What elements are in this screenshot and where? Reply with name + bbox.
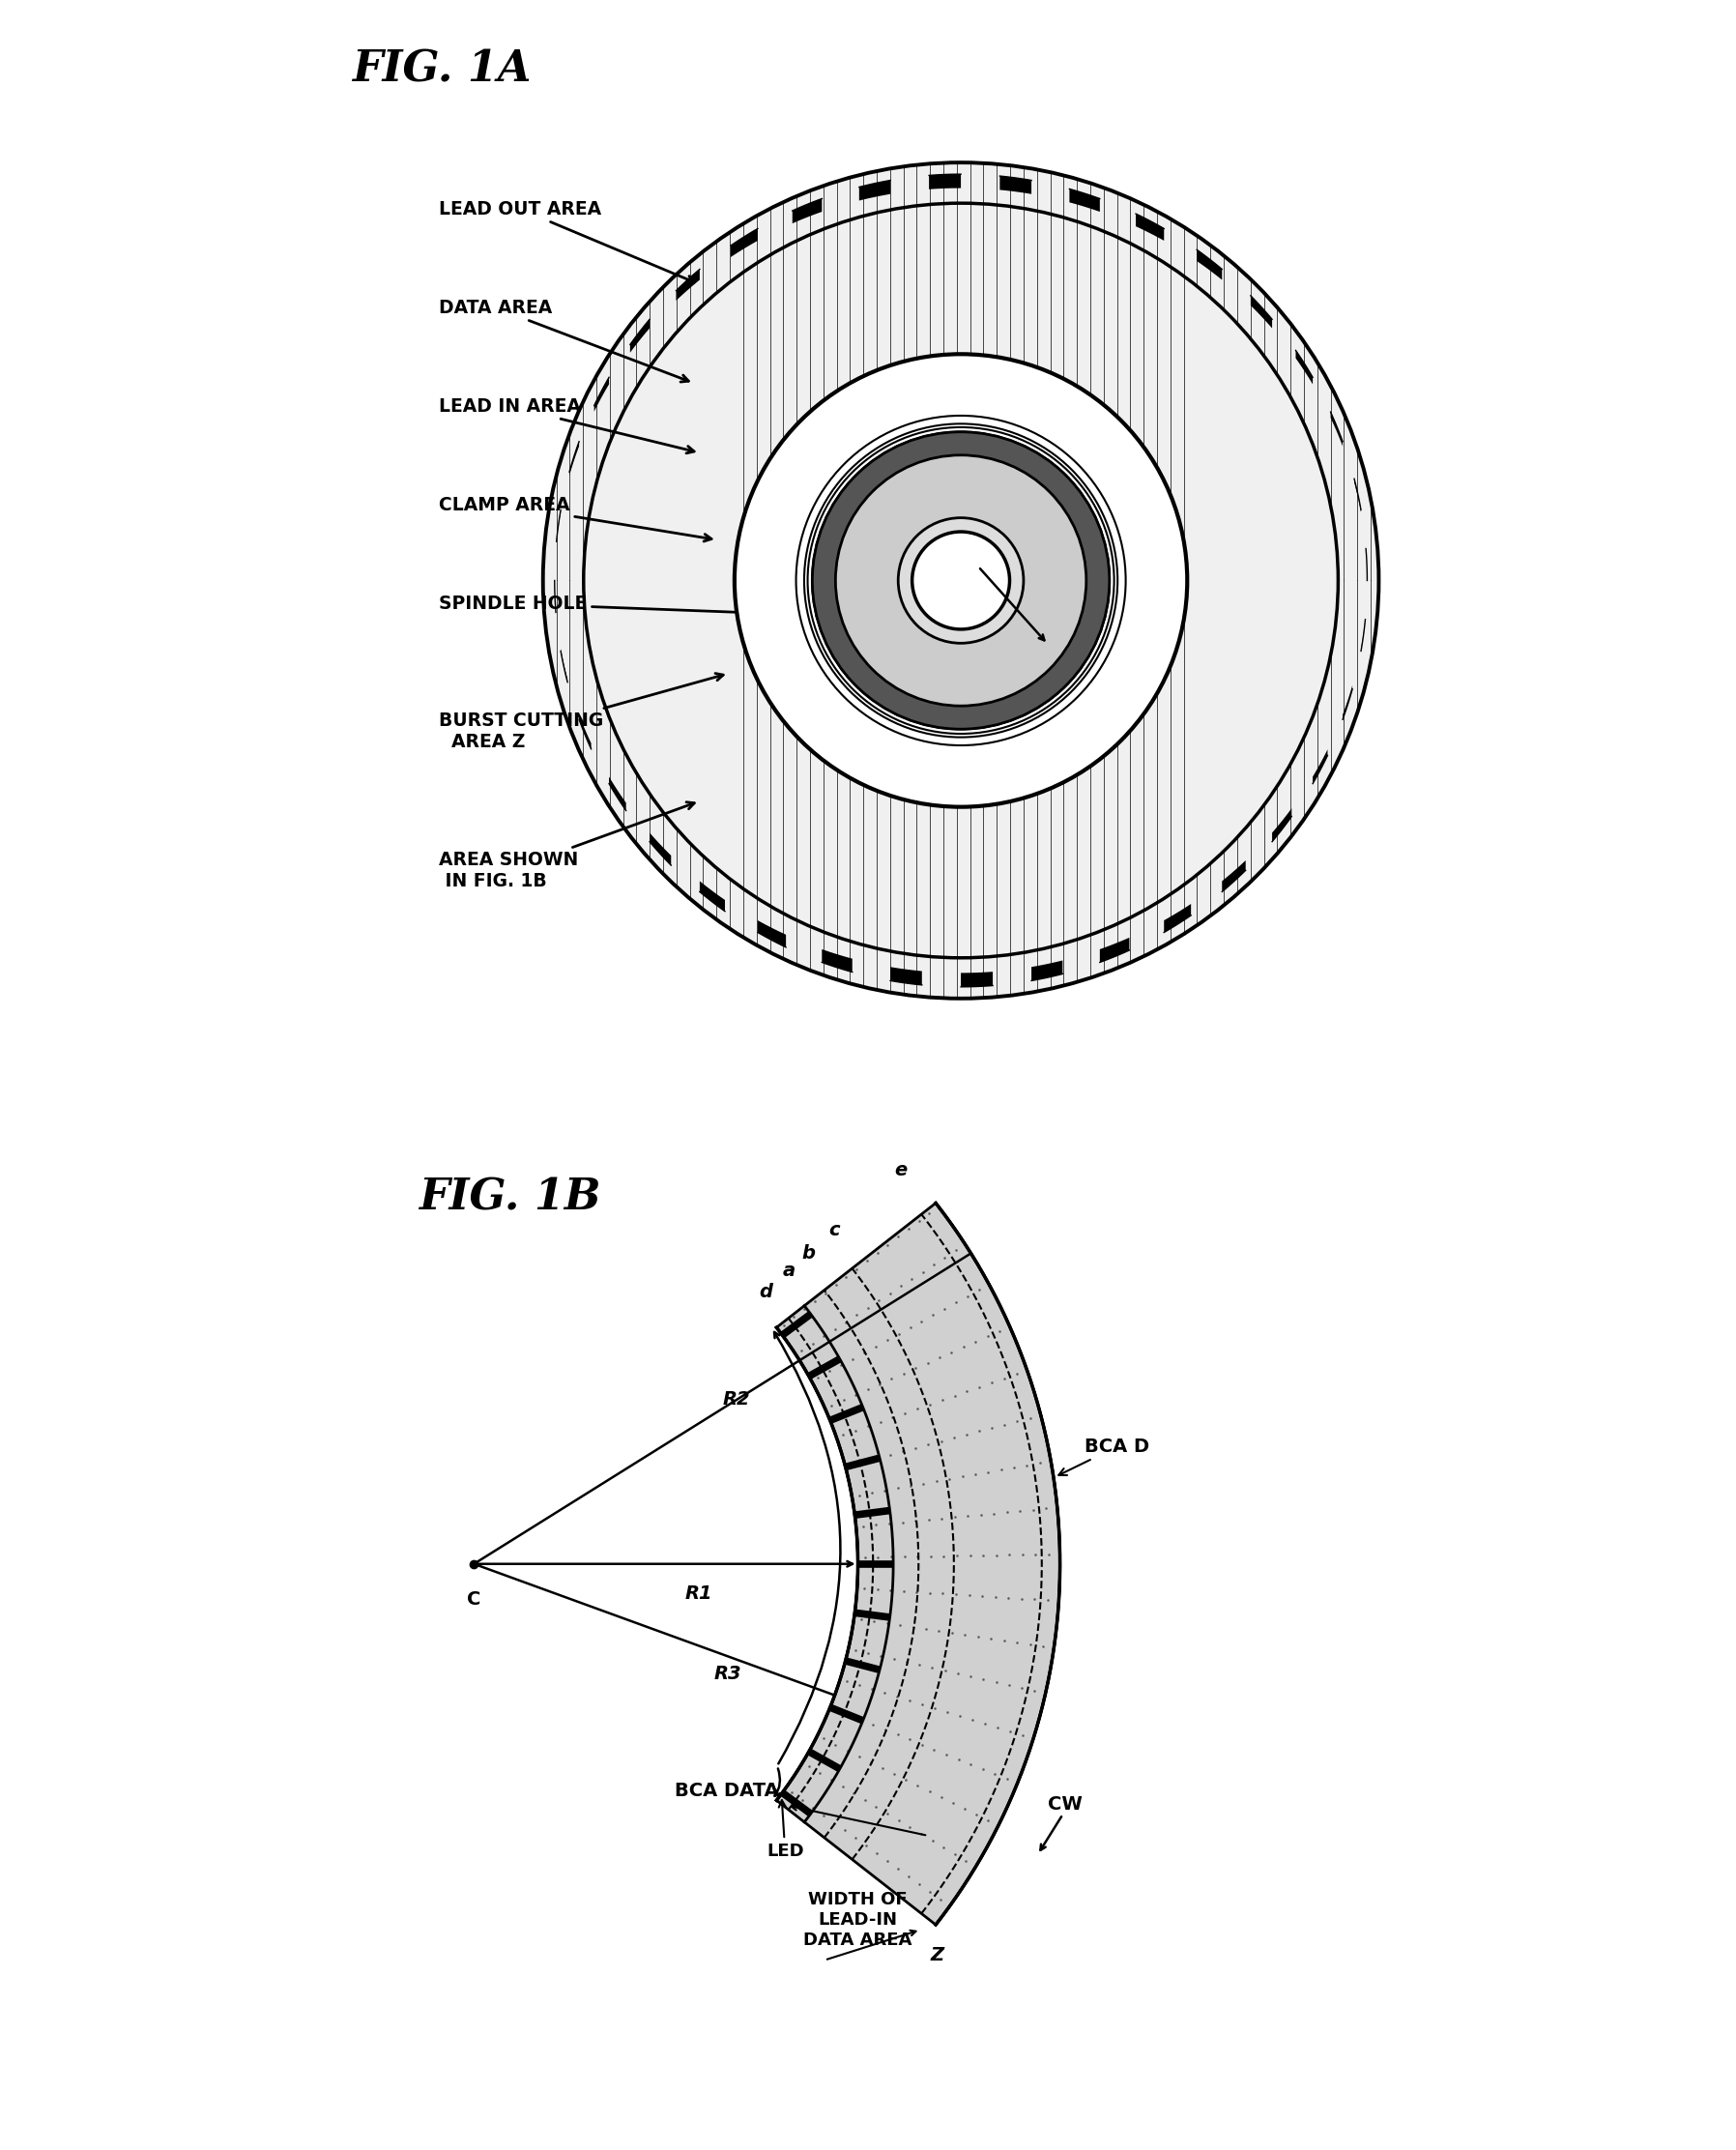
- Circle shape: [911, 531, 1010, 630]
- Text: LED: LED: [766, 1800, 804, 1860]
- Text: R3: R3: [713, 1664, 741, 1683]
- Text: DATA AREA: DATA AREA: [439, 299, 689, 383]
- Circle shape: [835, 456, 1087, 705]
- Text: WIDTH OF
LEAD-IN
DATA AREA: WIDTH OF LEAD-IN DATA AREA: [804, 1892, 911, 1948]
- Text: Z: Z: [930, 1946, 944, 1963]
- Text: a: a: [783, 1262, 795, 1279]
- Text: CW: CW: [1049, 1795, 1082, 1812]
- Polygon shape: [776, 1204, 1061, 1924]
- Circle shape: [797, 415, 1125, 746]
- Text: SPINDLE HOLE: SPINDLE HOLE: [439, 596, 752, 617]
- Text: LEAD IN AREA: LEAD IN AREA: [439, 398, 694, 454]
- Text: b: b: [802, 1245, 814, 1262]
- Circle shape: [543, 163, 1378, 998]
- Circle shape: [760, 381, 1161, 780]
- Text: FIG. 1A: FIG. 1A: [351, 49, 531, 90]
- Text: R2: R2: [722, 1391, 750, 1408]
- Text: BCA DATA: BCA DATA: [675, 1782, 779, 1800]
- Text: CLAMP AREA: CLAMP AREA: [439, 497, 712, 542]
- Text: R1: R1: [686, 1585, 713, 1604]
- Text: e: e: [894, 1161, 906, 1180]
- Text: d: d: [759, 1281, 773, 1301]
- Circle shape: [812, 432, 1109, 729]
- Text: c: c: [828, 1221, 840, 1238]
- Text: FIG. 1B: FIG. 1B: [418, 1178, 601, 1219]
- Text: AREA SHOWN
 IN FIG. 1B: AREA SHOWN IN FIG. 1B: [439, 802, 694, 890]
- Circle shape: [898, 518, 1024, 643]
- Circle shape: [734, 355, 1187, 806]
- Text: BURST CUTTING
  AREA Z: BURST CUTTING AREA Z: [439, 673, 724, 750]
- Text: LEAD OUT AREA: LEAD OUT AREA: [439, 200, 694, 284]
- Text: BCA D: BCA D: [1059, 1438, 1149, 1475]
- Text: C: C: [467, 1589, 481, 1608]
